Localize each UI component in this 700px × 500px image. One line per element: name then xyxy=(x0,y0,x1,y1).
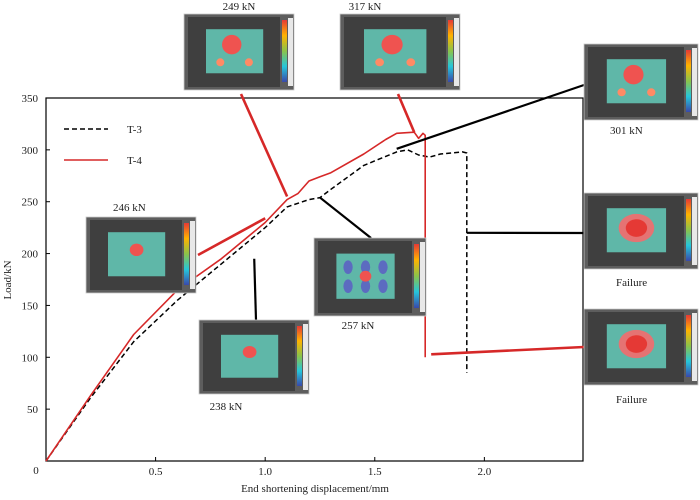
strain-spot xyxy=(625,335,648,353)
x-axis-label: End shortening displacement/mm xyxy=(241,483,389,495)
y-tick-label: 150 xyxy=(22,300,39,312)
colorbar-scale xyxy=(692,48,697,116)
colorbar-scale xyxy=(692,197,697,265)
strain-spot xyxy=(343,260,353,274)
y-axis: 50 100 150 200 250 300 350 xyxy=(22,93,50,416)
legend-label-t4: T-4 xyxy=(127,155,142,167)
strain-spot xyxy=(623,64,644,85)
y-tick-label: 200 xyxy=(22,249,39,261)
inset-label: 257 kN xyxy=(342,320,375,332)
colorbar-scale xyxy=(190,221,195,289)
colorbar xyxy=(686,315,691,377)
inset-label: 249 kN xyxy=(223,1,256,13)
strain-spot xyxy=(360,279,371,293)
strain-spot xyxy=(216,58,225,67)
colorbar xyxy=(414,244,419,308)
y-tick-label: 50 xyxy=(27,404,39,416)
inset-photo xyxy=(313,237,427,317)
legend: T-3 T-4 xyxy=(64,124,142,167)
strain-spot xyxy=(625,219,648,237)
colorbar xyxy=(686,199,691,261)
strain-spot xyxy=(343,279,353,293)
strain-spot xyxy=(242,345,257,358)
strain-spot xyxy=(406,58,416,67)
colorbar xyxy=(184,223,189,285)
x-tick-label: 0.5 xyxy=(149,466,163,478)
inset-photo xyxy=(583,192,699,270)
inset-photo xyxy=(339,13,461,91)
colorbar-scale xyxy=(288,18,293,86)
colorbar xyxy=(282,20,287,82)
colorbar xyxy=(448,20,453,82)
x-tick-label: 1.0 xyxy=(258,466,272,478)
colorbar-scale xyxy=(303,324,308,390)
y-tick-label: 300 xyxy=(22,145,39,157)
inset-label: Failure xyxy=(616,394,647,406)
y-tick-label: 100 xyxy=(22,352,39,364)
strain-spot xyxy=(359,270,372,282)
inset-images: 249 kN 317 kN 301 kN 246 kN Failure 257 kN 238… xyxy=(85,1,699,413)
inset-photo xyxy=(583,43,699,121)
strain-spot xyxy=(378,260,388,274)
strain-spot xyxy=(617,88,626,97)
leader-line xyxy=(431,345,585,356)
inset-label: 317 kN xyxy=(349,1,382,13)
strain-spot xyxy=(129,243,144,257)
strain-spot xyxy=(647,88,656,97)
legend-label-t3: T-3 xyxy=(127,124,142,136)
strain-spot xyxy=(381,34,403,55)
inset-photo xyxy=(583,308,699,386)
colorbar-scale xyxy=(454,18,459,86)
leader-line xyxy=(239,93,289,198)
strain-spot xyxy=(244,58,253,67)
inset-label: 246 kN xyxy=(113,202,146,214)
colorbar-scale xyxy=(692,313,697,381)
colorbar xyxy=(297,326,302,386)
origin-label: 0 xyxy=(33,465,39,477)
y-tick-label: 350 xyxy=(22,93,39,105)
x-axis: 0.5 1.0 1.5 2.0 xyxy=(149,457,492,478)
inset-label: Failure xyxy=(616,277,647,289)
y-axis-label: Load/kN xyxy=(2,260,14,299)
inset-label: 301 kN xyxy=(610,125,643,137)
strain-spot xyxy=(360,260,371,274)
leader-lines xyxy=(197,83,585,356)
inset-photo xyxy=(198,319,310,395)
colorbar xyxy=(686,50,691,112)
leader-line xyxy=(319,196,372,239)
plot-frame xyxy=(45,97,584,462)
y-tick-label: 250 xyxy=(22,197,39,209)
x-tick-label: 1.5 xyxy=(368,466,382,478)
colorbar-scale xyxy=(420,242,425,312)
leader-line xyxy=(396,93,416,133)
x-tick-label: 2.0 xyxy=(477,466,491,478)
strain-spot xyxy=(222,34,242,55)
leader-line xyxy=(396,83,585,150)
leader-line xyxy=(197,217,266,257)
inset-photo xyxy=(85,216,197,294)
leader-line xyxy=(253,258,258,321)
inset-label: 238 kN xyxy=(210,401,243,413)
strain-spot xyxy=(375,58,384,67)
series-line-t-3 xyxy=(45,149,468,462)
strain-spot xyxy=(378,279,388,293)
inset-photo xyxy=(183,13,295,91)
